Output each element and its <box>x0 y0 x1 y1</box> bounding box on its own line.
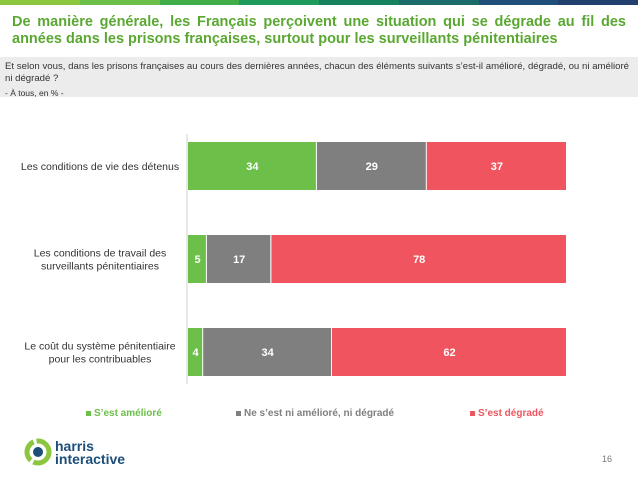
category-label-line: Les conditions de travail des <box>34 248 167 260</box>
category-label: Les conditions de travail des surveillant… <box>34 248 167 273</box>
bar-value-label: 5 <box>194 254 200 266</box>
top-color-bar <box>0 0 638 5</box>
legend-label-neutral: Ne s’est ni amélioré, ni dégradé <box>244 408 395 419</box>
logo-text: harris interactive <box>55 438 126 467</box>
top-bar-segment <box>398 0 479 5</box>
bar-degraded <box>271 235 566 283</box>
page-title: De manière générale, les Français perçoi… <box>12 14 626 47</box>
top-bar-segment <box>79 0 160 5</box>
top-bar-segment <box>319 0 399 5</box>
legend-swatch-improved <box>86 410 91 416</box>
logo-line-1: harris <box>55 438 94 454</box>
legend-swatch-degraded <box>470 410 475 416</box>
bar-improved <box>188 328 203 376</box>
legend-label-degraded: S’est dégradé <box>478 408 544 419</box>
top-bar-segment <box>239 0 319 5</box>
top-bar-segment <box>159 0 240 5</box>
stacked-bar-chart: Les conditions de vie des détenus 34 29 37 L… <box>21 134 566 384</box>
bar-neutral <box>316 142 426 190</box>
bar-degraded <box>426 142 566 190</box>
logo-line-2: interactive <box>55 451 126 467</box>
legend-item-degraded: S’est dégradé <box>470 408 544 419</box>
page-number: 16 <box>602 454 613 464</box>
bar-value-label: 4 <box>193 347 200 359</box>
category-label: Le coût du système pénitentiaire pour les… <box>24 341 175 366</box>
category-label-line: surveillants pénitentiaires <box>41 261 159 273</box>
legend-swatch-neutral <box>236 410 241 416</box>
bar-improved <box>188 142 316 190</box>
bar-neutral <box>203 328 332 376</box>
legend-item-neutral: Ne s’est ni amélioré, ni dégradé <box>236 408 394 419</box>
bar-value-label: 34 <box>261 347 274 359</box>
bar-value-label: 29 <box>366 161 378 173</box>
bar-value-label: 34 <box>246 161 259 173</box>
bar-value-label: 62 <box>443 347 455 359</box>
category-label-line: Les conditions de vie des détenus <box>21 161 179 173</box>
category-label-line: pour les contribuables <box>49 354 152 366</box>
bar-value-label: 17 <box>233 254 245 266</box>
top-bar-segment <box>558 0 638 5</box>
bar-value-label: 37 <box>491 161 503 173</box>
legend-item-improved: S’est amélioré <box>86 408 162 419</box>
bar-improved <box>188 235 206 283</box>
category-label: Les conditions de vie des détenus <box>21 161 179 173</box>
base-note: - À tous, en % - <box>5 88 64 98</box>
legend-label-improved: S’est amélioré <box>94 408 162 419</box>
bar-value-label: 78 <box>413 254 425 266</box>
survey-question: Et selon vous, dans les prisons français… <box>5 61 629 84</box>
harris-logo-icon <box>24 438 52 466</box>
question-band <box>0 57 638 97</box>
category-label-line: Le coût du système pénitentiaire <box>24 341 175 353</box>
bar-neutral <box>206 235 271 283</box>
top-bar-segment <box>478 0 559 5</box>
bar-degraded <box>332 328 566 376</box>
top-bar-segment <box>0 0 80 5</box>
